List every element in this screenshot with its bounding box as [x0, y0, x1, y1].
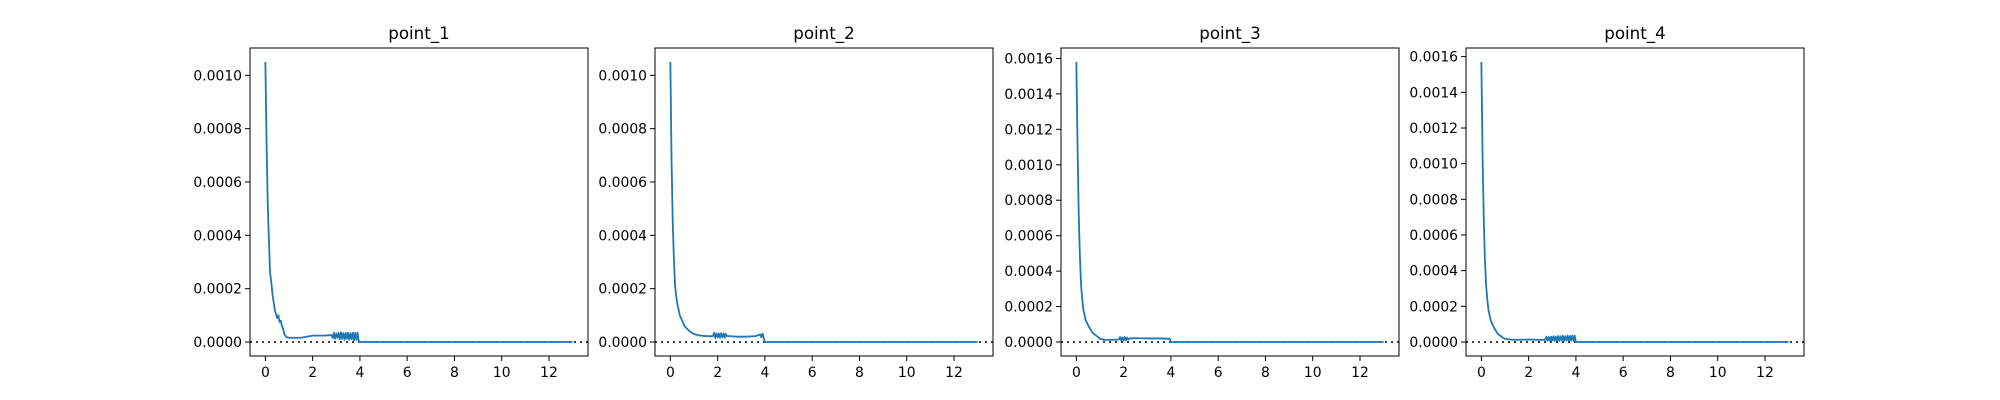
chart-panel-1: point_1 0 2 4 6 8 10 12 0.0000 0.0002 0.0004 0.0006… [193, 23, 589, 381]
y-tick-label: 0.0000 [598, 335, 647, 351]
y-tick-label: 0.0010 [193, 68, 242, 84]
y-tick-label: 0.0006 [598, 175, 647, 191]
y-tick-label: 0.0004 [1409, 264, 1458, 280]
y-tick-label: 0.0006 [193, 175, 242, 191]
y-tick-label: 0.0000 [193, 335, 242, 351]
x-tick-label: 0 [261, 365, 270, 381]
x-tick-label: 0 [1477, 365, 1486, 381]
x-tick-label: 4 [355, 365, 364, 381]
x-tick-label: 10 [1304, 365, 1322, 381]
x-tick-label: 8 [1666, 365, 1675, 381]
y-tick-label: 0.0002 [1004, 300, 1053, 316]
y-tick-label: 0.0010 [1004, 158, 1053, 174]
chart-title: point_3 [1199, 23, 1261, 44]
x-tick-label: 2 [1119, 365, 1128, 381]
y-tick-label: 0.0000 [1409, 335, 1458, 351]
axes-frame [1060, 47, 1400, 357]
y-tick-label: 0.0000 [1004, 335, 1053, 351]
x-tick-label: 10 [493, 365, 511, 381]
y-tick-label: 0.0008 [598, 122, 647, 138]
y-tick-label: 0.0014 [1409, 85, 1458, 101]
axes-frame [249, 47, 589, 357]
x-tick-label: 8 [1261, 365, 1270, 381]
x-tick-label: 10 [898, 365, 916, 381]
x-tick-label: 0 [666, 365, 675, 381]
x-tick-label: 2 [1524, 365, 1533, 381]
y-tick-label: 0.0006 [1409, 228, 1458, 244]
x-tick-label: 6 [403, 365, 412, 381]
chart-title: point_2 [793, 23, 855, 44]
y-tick-label: 0.0004 [598, 228, 647, 244]
x-tick-label: 4 [1166, 365, 1175, 381]
axes-frame [1465, 47, 1805, 357]
chart-panel-4: point_4 0 2 4 6 8 10 12 0.0000 0.0002 0.0004 0.0006… [1409, 23, 1805, 381]
x-tick-label: 10 [1709, 365, 1727, 381]
y-tick-label: 0.0016 [1409, 50, 1458, 66]
x-tick-label: 12 [540, 365, 558, 381]
y-tick-label: 0.0012 [1004, 122, 1053, 138]
y-tick-label: 0.0006 [1004, 229, 1053, 245]
y-tick-label: 0.0002 [1409, 299, 1458, 315]
y-tick-label: 0.0016 [1004, 51, 1053, 67]
x-tick-label: 2 [713, 365, 722, 381]
y-tick-label: 0.0004 [193, 228, 242, 244]
y-tick-label: 0.0002 [598, 282, 647, 298]
chart-title: point_4 [1604, 23, 1666, 44]
series-line [1075, 61, 1384, 343]
x-tick-label: 4 [760, 365, 769, 381]
x-tick-label: 2 [308, 365, 317, 381]
y-tick-label: 0.0008 [1004, 193, 1053, 209]
y-tick-label: 0.0004 [1004, 264, 1053, 280]
x-tick-label: 6 [808, 365, 817, 381]
x-tick-label: 12 [1351, 365, 1369, 381]
x-tick-label: 6 [1619, 365, 1628, 381]
x-tick-label: 6 [1214, 365, 1223, 381]
axes-frame [654, 47, 994, 357]
y-tick-label: 0.0008 [193, 122, 242, 138]
y-tick-label: 0.0010 [598, 68, 647, 84]
x-tick-label: 12 [1756, 365, 1774, 381]
y-tick-label: 0.0014 [1004, 87, 1053, 103]
x-tick-label: 8 [855, 365, 864, 381]
y-tick-label: 0.0002 [193, 282, 242, 298]
x-tick-label: 12 [945, 365, 963, 381]
series-line [264, 61, 573, 343]
y-tick-label: 0.0012 [1409, 121, 1458, 137]
x-tick-label: 0 [1072, 365, 1081, 381]
y-tick-label: 0.0008 [1409, 192, 1458, 208]
x-tick-label: 8 [450, 365, 459, 381]
chart-panel-2: point_2 0 2 4 6 8 10 12 0.0000 0.0002 0.0004 0.0006… [598, 23, 994, 381]
series-line [1480, 61, 1789, 343]
y-tick-label: 0.0010 [1409, 157, 1458, 173]
series-line [669, 61, 978, 343]
chart-panel-3: point_3 0 2 4 6 8 10 12 0.0000 0.0002 0.0004 0.0006… [1004, 23, 1400, 381]
chart-title: point_1 [388, 23, 450, 44]
x-tick-label: 4 [1571, 365, 1580, 381]
